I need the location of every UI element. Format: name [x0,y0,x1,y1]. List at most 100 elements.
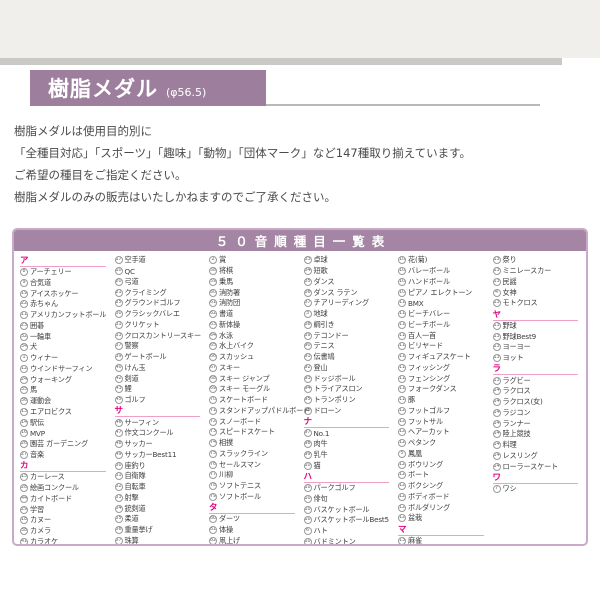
item-label: 馬 [30,385,37,395]
item-number-badge: 10 [114,267,123,276]
item-label: 銃剣道 [124,503,146,513]
list-item: 114ビリヤード [398,341,493,352]
item-label: 水泳 [219,330,233,340]
list-item: 80 ダーツ [209,514,304,525]
item-label: ミニレースカー [502,266,552,276]
item-label: サーフィン [124,417,160,427]
list-item: 71 スタンドアップパドルボード [209,406,310,417]
list-item: 53 射撃 [114,493,210,504]
list-item: 115フィギュアスケート [398,352,493,363]
item-label: ラジコン [502,407,531,417]
item-label: 卓球 [313,255,328,265]
item-number-badge: 116 [398,363,406,372]
list-item: 104バスケットボールBest5 [303,515,399,526]
list-item: 41 カラオケ [20,537,115,544]
list-item: 113百人一首 [398,330,493,341]
item-number-badge: 11 [20,311,28,320]
item-label: 駅伝 [30,417,44,427]
item-label: 運動会 [30,396,51,406]
item-label: 料理 [502,440,517,450]
item-label: 登山 [313,362,328,372]
item-label: スキー モーグル [219,384,270,394]
list-item: 131祭り [492,255,587,266]
item-label: 乗馬 [219,276,233,286]
item-number-badge: 122 [398,428,406,437]
item-label: フェンシング [408,373,450,383]
list-item: 102俳句 [303,494,399,505]
header-rule-line [266,104,540,106]
item-number-badge: 74 [209,439,217,448]
item-number-badge: 64 [209,331,217,340]
item-label: 柔道 [124,514,139,524]
list-item: 6 ハト [303,526,399,537]
item-label: QC [124,266,135,276]
list-item: 121フットサル [398,416,493,427]
table-column: 131祭り132ミニレースカー133民謡4女神134モトクロスヤ135野球136… [492,255,587,544]
item-number-badge: 83 [303,256,312,265]
list-item: 66 スカッシュ [209,352,304,363]
item-number-badge: 97 [303,429,312,438]
table-column: 106花(菊)107バレーボール108ハンドボール109ピアノ エレクトーン11… [398,255,493,544]
list-item: 42 剣道 [114,373,210,384]
item-number-badge: 14 [20,418,28,427]
item-label: 新体操 [219,319,240,329]
item-number-badge: 118 [398,385,406,394]
item-number-badge: 58 [209,267,217,276]
item-label: 犬 [30,342,37,352]
item-label: 川柳 [219,470,233,480]
item-label: 消防署 [219,287,240,297]
item-number-badge: 32 [20,332,28,341]
list-item: 120フットゴルフ [398,406,493,417]
list-item: 19 アイスホッケー [20,288,115,299]
list-item: 36 運動会 [20,396,115,407]
item-number-badge: 41 [20,537,28,544]
item-number-badge: 100 [303,461,312,470]
list-item: 59 乗馬 [209,277,304,288]
item-label: 猫 [313,460,321,470]
section-kana: サ [114,406,124,417]
list-item: 77 川柳 [209,470,304,481]
item-label: アイスホッケー [30,288,79,298]
list-item: 37 警察 [114,341,210,352]
item-label: エアロビクス [30,406,72,416]
item-number-badge: 140 [492,387,501,396]
list-item: 20 弓道 [114,277,210,288]
item-number-badge: 47 [114,429,123,438]
list-item: 96 ドローン [303,406,399,417]
list-item: 128ボルダリング [398,502,493,513]
list-item: 40 けん玉 [114,363,210,374]
item-label: 祭り [502,255,517,265]
item-label: ワシ [502,484,517,494]
list-item: 35 馬 [20,385,115,396]
item-number-badge: 109 [398,288,406,297]
item-number-badge: 101 [303,484,312,493]
item-number-badge: 48 [114,440,123,449]
list-item: 55 柔道 [114,514,210,525]
item-label: モトクロス [502,298,538,308]
item-number-badge: 107 [398,267,406,276]
item-label: アメリカンフットボール [30,310,107,320]
item-label: 警察 [124,341,139,351]
item-number-badge: 6 [303,527,312,536]
item-number-badge: 44 [20,494,28,503]
item-label: スキー [219,362,240,372]
item-label: 野球 [502,320,517,330]
item-label: バスケットボールBest5 [313,515,390,525]
list-item: 92 登山 [303,362,399,374]
item-label: クリケット [124,319,160,329]
list-item: 108ハンドボール [398,277,493,288]
item-label: 短歌 [313,266,328,276]
item-number-badge: 25 [114,299,123,308]
item-number-badge: 39 [114,353,123,362]
list-item: 100猫 [303,460,399,471]
item-number-badge: 30 [114,310,123,319]
list-item: 133民謡 [492,277,587,288]
list-item: 140ラクロス [492,386,587,397]
item-label: ペタンク [408,438,436,448]
item-number-badge: 134 [492,299,501,308]
item-number-badge: 136 [492,332,501,341]
item-label: バレーボール [408,266,450,276]
item-number-badge: 16 [20,429,28,438]
list-item: 23 囲碁 [20,321,115,332]
list-item: 72 スノーボード [209,416,304,427]
